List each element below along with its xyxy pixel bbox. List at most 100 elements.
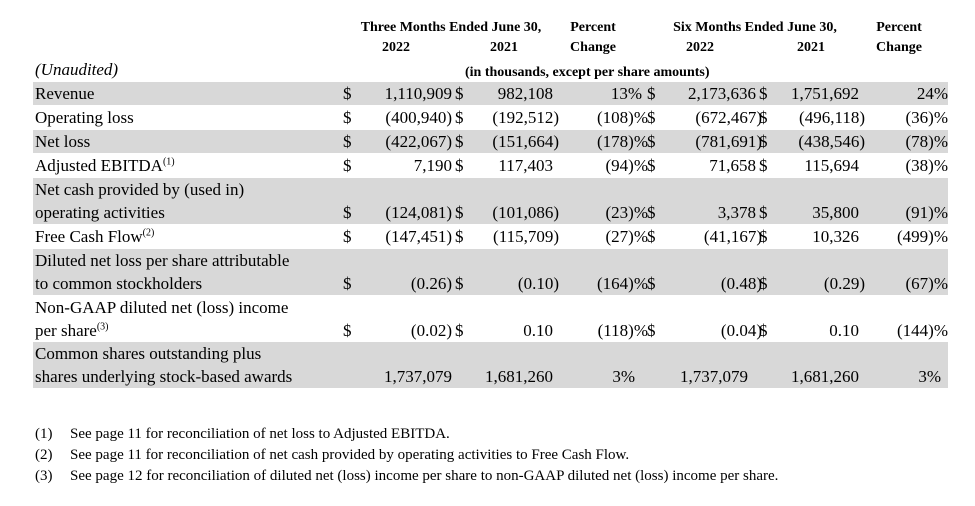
table-row: Adjusted EBITDA(1) $ 7,190 $ 117,403 (94…	[33, 154, 948, 177]
value-6m-2021: (496,118)	[799, 108, 865, 127]
value-3m-2022: (422,067)	[385, 132, 452, 151]
three-months-year-2022: 2022	[382, 40, 410, 55]
value-6m-2021: 0.10	[829, 321, 859, 340]
value-6m-2022: (672,467)	[695, 108, 762, 127]
row-label: Adjusted EBITDA(1)	[35, 154, 175, 177]
three-months-header: Three Months Ended June 30,	[360, 20, 542, 35]
pct-change-3m: (23)%	[605, 203, 648, 222]
dollar-sign: $	[759, 274, 768, 293]
pct-change-6m: 24%	[916, 84, 948, 103]
pct-change-3m: (164)%	[597, 274, 648, 293]
footnote-ref: (3)	[96, 321, 109, 333]
row-label-line1: Net cash provided by (used in)	[35, 180, 245, 199]
unaudited-label: (Unaudited)	[35, 60, 119, 79]
value-3m-2022: (400,940)	[385, 108, 452, 127]
value-3m-2021: (151,664)	[492, 132, 559, 151]
change-label-1: Change	[570, 40, 616, 55]
dollar-sign: $	[455, 203, 464, 222]
dollar-sign: $	[759, 227, 768, 246]
value-3m-2022: (124,081)	[385, 203, 452, 222]
dollar-sign: $	[759, 108, 768, 127]
footnote-2: (2) See page 11 for reconciliation of net…	[35, 444, 629, 466]
dollar-sign: $	[647, 274, 656, 293]
dollar-sign: $	[647, 132, 656, 151]
dollar-sign: $	[647, 156, 656, 175]
dollar-sign: $	[343, 203, 352, 222]
dollar-sign: $	[759, 321, 768, 340]
three-months-year-2021: 2021	[490, 40, 518, 55]
row-label-line1: Diluted net loss per share attributable	[35, 251, 290, 270]
footnote-text: See page 11 for reconciliation of net lo…	[70, 426, 450, 442]
pct-change-6m: (499)%	[897, 227, 948, 246]
value-3m-2021: (192,512)	[492, 108, 559, 127]
dollar-sign: $	[343, 84, 352, 103]
table-row: Common shares outstanding plus shares un…	[33, 342, 948, 388]
value-3m-2021: 1,681,260	[485, 367, 553, 386]
footnote-number: (3)	[35, 468, 53, 484]
dollar-sign: $	[343, 274, 352, 293]
units-note: (in thousands, except per share amounts)	[465, 65, 710, 80]
pct-change-3m: (27)%	[605, 227, 648, 246]
value-6m-2022: (41,167)	[703, 227, 762, 246]
dollar-sign: $	[759, 203, 768, 222]
value-6m-2021: 35,800	[812, 203, 859, 222]
dollar-sign: $	[647, 203, 656, 222]
value-3m-2021: (115,709)	[493, 227, 559, 246]
value-3m-2021: 0.10	[523, 321, 553, 340]
row-label: operating activities	[35, 203, 165, 222]
footnote-ref: (1)	[162, 156, 175, 168]
percent-change-header-2: Percent Change	[866, 18, 932, 58]
pct-change-6m: (38)%	[905, 156, 948, 175]
table-row: Free Cash Flow(2) $ (147,451) $ (115,709…	[33, 225, 948, 248]
footnote-3: (3) See page 12 for reconciliation of dil…	[35, 465, 778, 487]
dollar-sign: $	[455, 156, 464, 175]
dollar-sign: $	[343, 108, 352, 127]
value-3m-2021: (0.10)	[517, 274, 559, 293]
value-6m-2021: (0.29)	[823, 274, 865, 293]
dollar-sign: $	[647, 227, 656, 246]
row-label-text: Adjusted EBITDA	[35, 156, 163, 175]
pct-change-6m: (144)%	[897, 321, 948, 340]
table-row: Non-GAAP diluted net (loss) income per s…	[33, 296, 948, 342]
footnote-number: (2)	[35, 447, 53, 463]
value-6m-2022: 2,173,636	[688, 84, 756, 103]
table-row: Revenue $ 1,110,909 $ 982,108 13% $ 2,17…	[33, 82, 948, 105]
six-months-year-2022: 2022	[686, 40, 714, 55]
dollar-sign: $	[759, 84, 768, 103]
value-3m-2021: 117,403	[498, 156, 553, 175]
value-6m-2022: (781,691)	[695, 132, 762, 151]
six-months-year-2021: 2021	[797, 40, 825, 55]
dollar-sign: $	[343, 156, 352, 175]
pct-change-6m: (67)%	[905, 274, 948, 293]
value-6m-2021: 10,326	[812, 227, 859, 246]
percent-label-2: Percent	[876, 20, 922, 35]
pct-change-6m: (36)%	[905, 108, 948, 127]
value-6m-2022: 3,378	[717, 203, 756, 222]
value-6m-2021: (438,546)	[798, 132, 865, 151]
row-label-text: Free Cash Flow	[35, 227, 143, 246]
value-3m-2021: (101,086)	[492, 203, 559, 222]
pct-change-3m: (94)%	[605, 156, 648, 175]
six-months-header: Six Months Ended June 30,	[673, 20, 837, 35]
dollar-sign: $	[343, 321, 352, 340]
pct-change-3m: (118)%	[597, 321, 648, 340]
table-row: Diluted net loss per share attributable …	[33, 249, 948, 295]
percent-change-header-1: Percent Change	[560, 18, 626, 58]
change-label-2: Change	[876, 40, 922, 55]
footnote-number: (1)	[35, 426, 53, 442]
pct-change-3m: 3%	[612, 367, 635, 386]
table-row: Operating loss $ (400,940) $ (192,512) (…	[33, 106, 948, 129]
value-6m-2022: 1,737,079	[680, 367, 748, 386]
row-label-text: per share	[35, 321, 97, 340]
row-label: Free Cash Flow(2)	[35, 225, 154, 248]
value-3m-2022: (147,451)	[385, 227, 452, 246]
pct-change-6m: 3%	[918, 367, 941, 386]
value-6m-2022: (0.04)	[720, 321, 762, 340]
dollar-sign: $	[759, 132, 768, 151]
footnote-1: (1) See page 11 for reconciliation of net…	[35, 423, 450, 445]
dollar-sign: $	[343, 227, 352, 246]
value-3m-2021: 982,108	[497, 84, 553, 103]
row-label-line1: Common shares outstanding plus	[35, 344, 262, 363]
table-row: Net loss $ (422,067) $ (151,664) (178)% …	[33, 130, 948, 153]
value-3m-2022: 1,110,909	[384, 84, 452, 103]
